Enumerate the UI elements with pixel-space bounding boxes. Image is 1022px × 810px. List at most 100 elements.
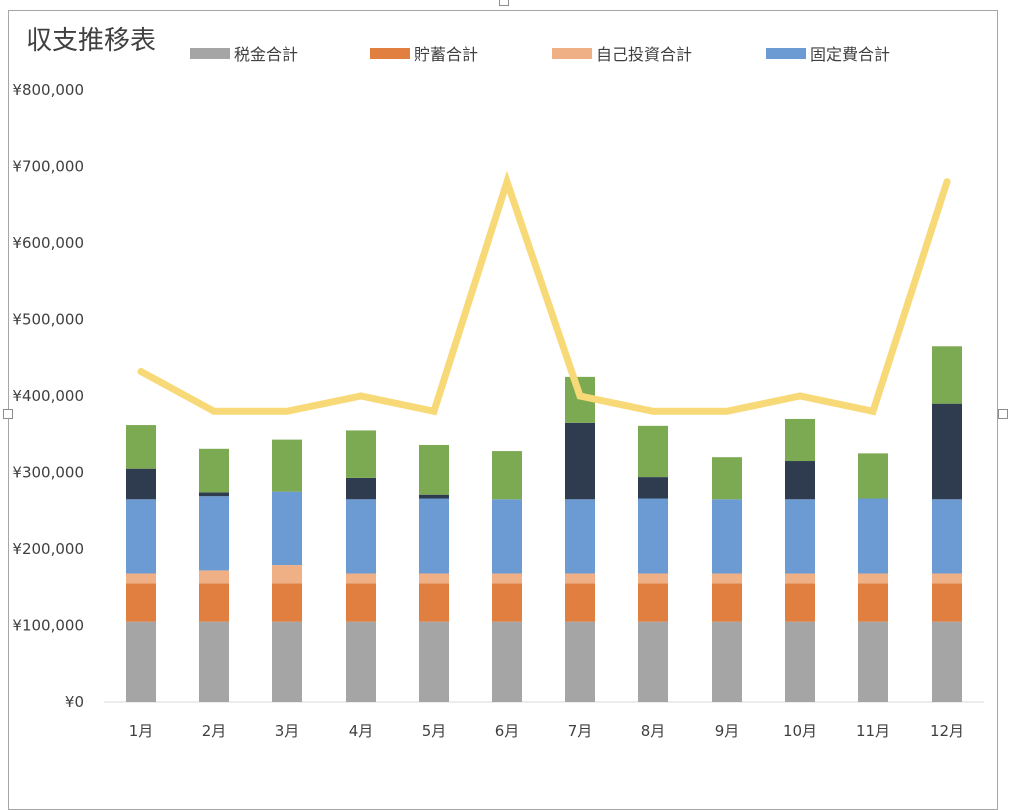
line-point-7[interactable] (576, 392, 584, 400)
bar-segment-s3-4[interactable] (346, 499, 376, 574)
bar-segment-s1-10[interactable] (785, 583, 815, 622)
bar-segment-s0-11[interactable] (858, 621, 888, 702)
bar-segment-s1-5[interactable] (419, 583, 449, 622)
x-tick-label: 2月 (202, 722, 227, 740)
line-point-3[interactable] (283, 407, 291, 415)
line-point-8[interactable] (649, 407, 657, 415)
bar-segment-s1-6[interactable] (492, 583, 522, 622)
x-tick-label: 4月 (349, 722, 374, 740)
bar-segment-s3-6[interactable] (492, 499, 522, 574)
bar-segment-s4-12[interactable] (932, 403, 962, 500)
bar-segment-s2-11[interactable] (858, 573, 888, 584)
bar-segment-s5-1[interactable] (126, 425, 156, 469)
bar-segment-s5-4[interactable] (346, 430, 376, 478)
y-tick-label: ¥100,000 (12, 617, 84, 635)
bar-segment-s2-5[interactable] (419, 573, 449, 584)
bar-segment-s0-4[interactable] (346, 621, 376, 702)
legend-item[interactable]: 貯蓄合計 (370, 41, 478, 65)
legend-item[interactable]: 税金合計 (190, 41, 298, 65)
bar-segment-s2-4[interactable] (346, 573, 376, 584)
bar-segment-s4-1[interactable] (126, 468, 156, 500)
bar-segment-s5-11[interactable] (858, 453, 888, 499)
bar-segment-s5-5[interactable] (419, 444, 449, 495)
legend-swatch (190, 47, 230, 59)
bar-segment-s1-7[interactable] (565, 583, 595, 622)
bar-segment-s4-4[interactable] (346, 477, 376, 500)
y-tick-label: ¥300,000 (12, 464, 84, 482)
bar-segment-s3-7[interactable] (565, 499, 595, 574)
chart-title: 収支推移表 (26, 26, 157, 56)
bar-segment-s0-3[interactable] (272, 621, 302, 702)
x-tick-label: 6月 (495, 722, 520, 740)
bar-segment-s0-9[interactable] (712, 621, 742, 702)
bar-segment-s1-2[interactable] (199, 583, 229, 622)
line-point-5[interactable] (430, 407, 438, 415)
bar-segment-s3-2[interactable] (199, 496, 229, 571)
bar-segment-s2-3[interactable] (272, 565, 302, 584)
bar-segment-s1-9[interactable] (712, 583, 742, 622)
bar-segment-s4-5[interactable] (419, 494, 449, 499)
line-point-11[interactable] (869, 407, 877, 415)
bar-segment-s4-2[interactable] (199, 492, 229, 497)
line-point-9[interactable] (723, 407, 731, 415)
bar-segment-s2-8[interactable] (638, 573, 668, 584)
y-tick-label: ¥600,000 (12, 234, 84, 252)
bar-segment-s5-10[interactable] (785, 418, 815, 462)
bar-segment-s4-10[interactable] (785, 461, 815, 500)
bar-segment-s5-6[interactable] (492, 451, 522, 500)
y-tick-label: ¥800,000 (12, 81, 84, 99)
bar-segment-s5-9[interactable] (712, 457, 742, 500)
bar-segment-s2-12[interactable] (932, 573, 962, 584)
bar-segment-s2-1[interactable] (126, 573, 156, 584)
bar-segment-s1-4[interactable] (346, 583, 376, 622)
bar-segment-s4-8[interactable] (638, 477, 668, 499)
bar-segment-s1-1[interactable] (126, 583, 156, 622)
legend-label: 貯蓄合計 (414, 45, 479, 64)
line-point-6[interactable] (503, 178, 511, 186)
bar-segment-s3-1[interactable] (126, 499, 156, 574)
line-point-2[interactable] (210, 407, 218, 415)
bar-segment-s5-8[interactable] (638, 425, 668, 478)
line-series[interactable] (137, 170, 951, 416)
bar-segment-s5-2[interactable] (199, 448, 229, 493)
bar-segment-s1-8[interactable] (638, 583, 668, 622)
bar-segment-s3-5[interactable] (419, 498, 449, 574)
legend-label: 固定費合計 (810, 45, 891, 64)
line-point-1[interactable] (137, 368, 145, 376)
bar-segment-s3-3[interactable] (272, 491, 302, 566)
bar-segment-s3-11[interactable] (858, 498, 888, 574)
bar-segment-s0-7[interactable] (565, 621, 595, 702)
legend-swatch (766, 47, 806, 59)
bar-segment-s2-10[interactable] (785, 573, 815, 584)
bar-segment-s1-3[interactable] (272, 583, 302, 622)
bar-segment-s1-11[interactable] (858, 583, 888, 622)
bar-segment-s2-7[interactable] (565, 573, 595, 584)
bar-segment-s3-9[interactable] (712, 499, 742, 574)
bar-segment-s1-12[interactable] (932, 583, 962, 622)
bar-segment-s0-6[interactable] (492, 621, 522, 702)
x-tick-label: 10月 (783, 722, 817, 740)
bar-segment-s2-6[interactable] (492, 573, 522, 584)
bar-segment-s3-12[interactable] (932, 499, 962, 574)
x-tick-label: 5月 (422, 722, 447, 740)
bar-segment-s0-1[interactable] (126, 621, 156, 702)
bar-segment-s3-8[interactable] (638, 498, 668, 574)
bar-segment-s0-8[interactable] (638, 621, 668, 702)
x-tick-label: 11月 (856, 722, 890, 740)
line-point-10[interactable] (796, 392, 804, 400)
bar-segment-s2-9[interactable] (712, 573, 742, 584)
line-point-12[interactable] (943, 178, 951, 186)
bar-segment-s5-12[interactable] (932, 346, 962, 404)
bar-segment-s0-2[interactable] (199, 621, 229, 702)
bar-segment-s0-5[interactable] (419, 621, 449, 702)
bar-segment-s0-10[interactable] (785, 621, 815, 702)
bar-segment-s2-2[interactable] (199, 570, 229, 584)
bar-segment-s5-3[interactable] (272, 439, 302, 492)
bar-segment-s4-7[interactable] (565, 422, 595, 500)
legend-item[interactable]: 固定費合計 (766, 41, 890, 65)
bar-segment-s0-12[interactable] (932, 621, 962, 702)
line-point-4[interactable] (357, 392, 365, 400)
legend-item[interactable]: 自己投資合計 (552, 41, 692, 65)
bar-segment-s3-10[interactable] (785, 499, 815, 574)
